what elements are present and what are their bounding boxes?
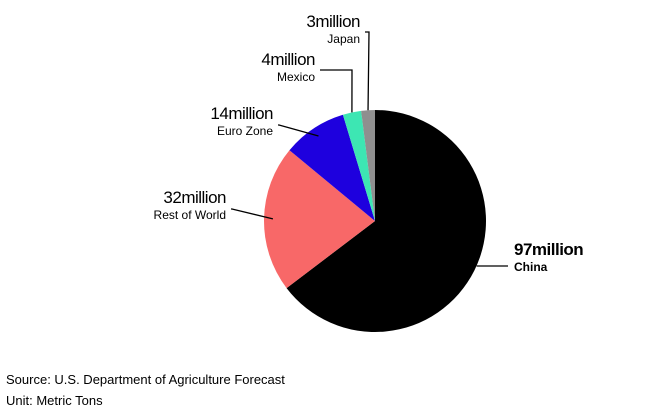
leader-line-mexico bbox=[320, 69, 353, 113]
category-label-china: China bbox=[514, 260, 548, 274]
pie-slice-mexico bbox=[342, 110, 375, 221]
value-label-japan: 3million bbox=[306, 12, 360, 31]
category-label-mexico: Mexico bbox=[277, 70, 315, 84]
pie-slice-rest-of-world bbox=[264, 150, 375, 289]
leader-line-euro-zone bbox=[278, 124, 319, 137]
category-label-rest-of-world: Rest of World bbox=[154, 208, 226, 222]
value-label-china: 97million bbox=[514, 240, 583, 259]
value-label-euro-zone: 14million bbox=[210, 104, 273, 123]
value-label-mexico: 4million bbox=[261, 50, 315, 69]
unit-note: Unit: Metric Tons bbox=[6, 393, 103, 408]
pie-slice-japan bbox=[361, 110, 375, 221]
pie-slice-euro-zone bbox=[289, 114, 375, 221]
pie-slices bbox=[264, 110, 487, 332]
leader-line-japan bbox=[365, 31, 370, 111]
label-leader-lines bbox=[231, 31, 508, 267]
pie-slice-china bbox=[286, 110, 487, 332]
leader-line-rest-of-world bbox=[231, 208, 274, 220]
category-label-japan: Japan bbox=[327, 32, 360, 46]
category-label-euro-zone: Euro Zone bbox=[217, 124, 273, 138]
value-label-rest-of-world: 32million bbox=[163, 188, 226, 207]
source-note: Source: U.S. Department of Agriculture F… bbox=[6, 372, 285, 387]
